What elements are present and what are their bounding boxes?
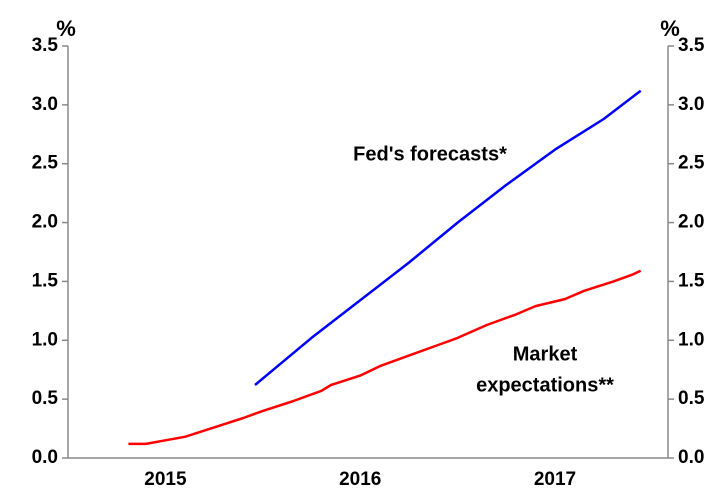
x-tick-label: 2017 (534, 469, 576, 490)
y2-tick-label: 2.5 (678, 153, 705, 174)
x-tick-label: 2015 (144, 469, 187, 490)
y-tick-label: 3.0 (32, 94, 58, 115)
annotation: Market (513, 343, 578, 365)
y-unit: % (56, 16, 76, 41)
y2-tick-label: 1.0 (678, 329, 704, 350)
annotation: Fed's forecasts* (353, 143, 507, 165)
y-tick-label: 1.5 (32, 270, 59, 291)
y-tick-label: 3.5 (32, 35, 59, 56)
y-tick-label: 0.0 (32, 447, 58, 468)
y-tick-label: 2.5 (32, 153, 59, 174)
y-tick-label: 2.0 (32, 212, 58, 233)
y2-tick-label: 3.0 (678, 94, 704, 115)
y-tick-label: 0.5 (32, 388, 59, 409)
x-tick-label: 2016 (339, 469, 381, 490)
y2-tick-label: 0.5 (678, 388, 705, 409)
y-tick-label: 1.0 (32, 329, 58, 350)
y2-unit: % (660, 16, 680, 41)
series-line (254, 89, 642, 386)
y2-tick-label: 2.0 (678, 212, 704, 233)
annotation: expectations** (476, 374, 614, 396)
y2-tick-label: 1.5 (678, 270, 705, 291)
y2-tick-label: 3.5 (678, 35, 705, 56)
series-line (128, 269, 642, 446)
y2-tick-label: 0.0 (678, 447, 704, 468)
